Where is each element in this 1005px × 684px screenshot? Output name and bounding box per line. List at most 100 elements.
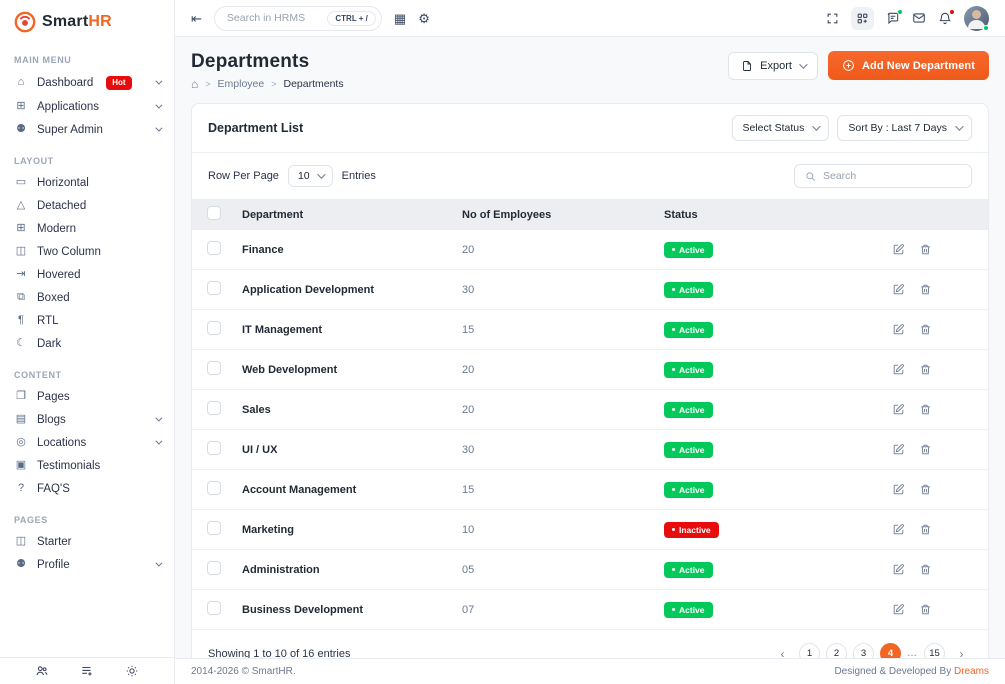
delete-icon[interactable] <box>919 403 932 416</box>
sidebar-item-label: Super Admin <box>37 123 103 136</box>
brightness-icon[interactable] <box>125 664 139 678</box>
table-row: Marketing 10 Inactive <box>192 509 988 550</box>
delete-icon[interactable] <box>919 243 932 256</box>
chevron-down-icon <box>155 437 163 445</box>
rows-per-page-select[interactable]: 10 <box>287 165 333 187</box>
sidebar-item-detached[interactable]: △ Detached <box>14 194 160 217</box>
sidebar-item-label: Detached <box>37 199 87 212</box>
export-button[interactable]: Export <box>728 51 818 80</box>
credit-brand-link[interactable]: Dreams <box>953 666 989 677</box>
edit-icon[interactable] <box>892 323 905 336</box>
breadcrumb-employee[interactable]: Employee <box>217 78 265 90</box>
row-checkbox[interactable] <box>207 441 221 455</box>
settings-gear-icon[interactable]: ⚙ <box>418 10 430 26</box>
chevron-down-icon <box>155 124 163 132</box>
table-search-input[interactable] <box>823 170 961 182</box>
department-name: IT Management <box>234 309 454 350</box>
row-checkbox[interactable] <box>207 561 221 575</box>
status-dot <box>672 328 675 331</box>
status-label: Inactive <box>679 524 711 535</box>
sidebar-item-testimonials[interactable]: ▣ Testimonials <box>14 454 160 477</box>
edit-icon[interactable] <box>892 523 905 536</box>
pagination-page-15[interactable]: 15 <box>924 643 945 658</box>
edit-icon[interactable] <box>892 563 905 576</box>
pagination-prev-button[interactable]: ‹ <box>772 643 793 659</box>
delete-icon[interactable] <box>919 523 932 536</box>
global-search-input[interactable] <box>226 12 320 24</box>
sidebar-item-label: RTL <box>37 314 59 327</box>
mail-icon[interactable] <box>912 11 926 25</box>
add-new-department-button[interactable]: Add New Department <box>827 51 989 80</box>
pagination-next-button[interactable]: › <box>951 643 972 659</box>
avatar-figure <box>968 19 985 29</box>
sidebar-collapse-icon[interactable]: ⇤ <box>191 10 202 26</box>
sort-by-dropdown[interactable]: Sort By : Last 7 Days <box>837 115 972 141</box>
list-add-icon[interactable] <box>80 664 94 678</box>
row-checkbox[interactable] <box>207 321 221 335</box>
qr-grid-icon[interactable]: ▦ <box>393 10 407 26</box>
edit-icon[interactable] <box>892 363 905 376</box>
delete-icon[interactable] <box>919 283 932 296</box>
delete-icon[interactable] <box>919 483 932 496</box>
delete-icon[interactable] <box>919 563 932 576</box>
row-checkbox[interactable] <box>207 241 221 255</box>
status-label: Active <box>679 324 705 335</box>
row-checkbox[interactable] <box>207 281 221 295</box>
chat-status-dot <box>897 9 903 15</box>
status-badge: Active <box>664 281 713 298</box>
pagination-page-4-active[interactable]: 4 <box>880 643 901 658</box>
table-row: Account Management 15 Active <box>192 469 988 510</box>
sidebar-item-horizontal[interactable]: ▭ Horizontal <box>14 171 160 194</box>
sidebar-item-faqs[interactable]: ? FAQ'S <box>14 477 160 500</box>
delete-icon[interactable] <box>919 363 932 376</box>
sidebar-item-starter[interactable]: ◫ Starter <box>14 530 160 553</box>
select-all-checkbox[interactable] <box>207 206 221 220</box>
edit-icon[interactable] <box>892 283 905 296</box>
edit-icon[interactable] <box>892 443 905 456</box>
pagination-page-3[interactable]: 3 <box>853 643 874 658</box>
sidebar-item-two-column[interactable]: ◫ Two Column <box>14 240 160 263</box>
credit-text: Designed & Developed By Dreams <box>834 666 989 677</box>
sidebar-item-pages[interactable]: ❐ Pages <box>14 385 160 408</box>
row-checkbox[interactable] <box>207 521 221 535</box>
sidebar-item-blogs[interactable]: ▤ Blogs <box>14 408 163 431</box>
chat-icon[interactable] <box>886 9 903 25</box>
row-checkbox[interactable] <box>207 401 221 415</box>
sidebar-item-dark[interactable]: ☾ Dark <box>14 332 160 355</box>
logo[interactable]: SmartHR <box>0 0 174 40</box>
sidebar-item-locations[interactable]: ◎ Locations <box>14 431 163 454</box>
global-search[interactable]: CTRL + / <box>213 5 382 31</box>
row-checkbox[interactable] <box>207 481 221 495</box>
sidebar-item-rtl[interactable]: ¶ RTL <box>14 309 160 332</box>
two-column-icon: ◫ <box>15 245 27 257</box>
edit-icon[interactable] <box>892 403 905 416</box>
employee-count: 30 <box>454 269 656 310</box>
select-status-dropdown[interactable]: Select Status <box>731 115 830 141</box>
edit-icon[interactable] <box>892 243 905 256</box>
users-icon[interactable] <box>35 664 49 678</box>
home-icon[interactable]: ⌂ <box>191 77 199 91</box>
sidebar-item-applications[interactable]: ⊞ Applications <box>14 95 163 118</box>
edit-icon[interactable] <box>892 603 905 616</box>
sidebar-item-dashboard[interactable]: ⌂ Dashboard Hot <box>14 70 163 95</box>
row-checkbox[interactable] <box>207 361 221 375</box>
delete-icon[interactable] <box>919 443 932 456</box>
sidebar-item-super-admin[interactable]: ⚉ Super Admin <box>14 118 163 141</box>
page-content: Departments ⌂ > Employee > Departments E… <box>175 37 1005 658</box>
sidebar-item-hovered[interactable]: ⇥ Hovered <box>14 263 160 286</box>
table-search[interactable] <box>794 164 972 188</box>
layout-grid-icon[interactable] <box>851 6 874 30</box>
row-checkbox[interactable] <box>207 601 221 615</box>
fullscreen-icon[interactable] <box>826 12 839 25</box>
pagination-page-1[interactable]: 1 <box>799 643 820 658</box>
sidebar-item-profile[interactable]: ⚉ Profile <box>14 553 163 576</box>
status-badge: Active <box>664 601 713 618</box>
edit-icon[interactable] <box>892 483 905 496</box>
user-avatar[interactable] <box>964 5 989 31</box>
notification-bell-icon[interactable] <box>938 9 955 25</box>
sidebar-item-modern[interactable]: ⊞ Modern <box>14 217 160 240</box>
pagination-page-2[interactable]: 2 <box>826 643 847 658</box>
delete-icon[interactable] <box>919 603 932 616</box>
sidebar-item-boxed[interactable]: ⧉ Boxed <box>14 286 160 309</box>
delete-icon[interactable] <box>919 323 932 336</box>
